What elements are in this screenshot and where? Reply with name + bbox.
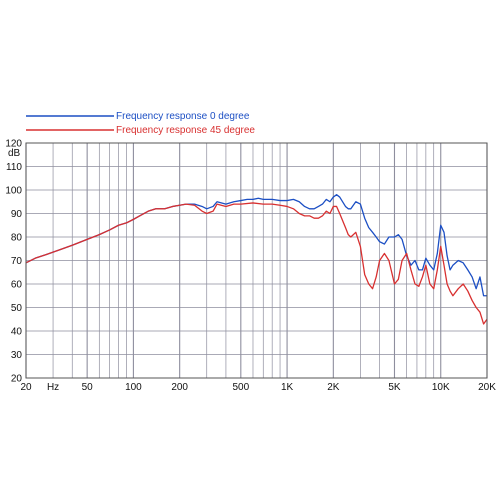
series-line-0-degree bbox=[25, 194, 487, 297]
y-tick-label: 90 bbox=[11, 209, 23, 220]
x-tick-label: 2K bbox=[327, 382, 340, 393]
series-line-45-degree bbox=[25, 202, 488, 325]
x-tick-label: 5K bbox=[388, 382, 401, 393]
plot-frame bbox=[25, 142, 488, 379]
grid bbox=[25, 142, 488, 379]
x-tick-labels: 20 Hz 50 100 200 500 1K 2K 5K 10K 20K bbox=[20, 382, 496, 393]
y-tick-label: 120 bbox=[5, 139, 22, 150]
x-tick-label: 20 bbox=[20, 382, 32, 393]
y-tick-label: 100 bbox=[5, 186, 22, 197]
y-tick-label: 110 bbox=[6, 162, 22, 173]
y-tick-label: 80 bbox=[11, 233, 23, 244]
y-tick-label: 60 bbox=[11, 280, 23, 291]
x-tick-label: 100 bbox=[125, 382, 142, 393]
y-axis-unit-label: dB bbox=[8, 148, 21, 159]
x-tick-label: 20K bbox=[478, 382, 496, 393]
x-tick-label: 1K bbox=[281, 382, 294, 393]
x-tick-label: 500 bbox=[232, 382, 249, 393]
y-tick-labels: 20 30 40 50 60 70 80 90 100 110 120 bbox=[5, 139, 22, 385]
legend-label-0-degree: Frequency response 0 degree bbox=[116, 111, 250, 122]
legend-label-45-degree: Frequency response 45 degree bbox=[116, 125, 255, 136]
y-tick-label: 30 bbox=[11, 350, 23, 361]
y-tick-label: 40 bbox=[11, 327, 23, 338]
x-tick-label: 10K bbox=[432, 382, 450, 393]
curves bbox=[25, 194, 488, 325]
y-tick-label: 50 bbox=[11, 303, 23, 314]
x-tick-label: 200 bbox=[171, 382, 188, 393]
x-tick-label: 50 bbox=[82, 382, 94, 393]
x-tick-label: Hz bbox=[47, 382, 59, 393]
y-tick-label: 70 bbox=[11, 256, 23, 267]
legend: Frequency response 0 degree Frequency re… bbox=[26, 111, 255, 136]
y-tick-label: 20 bbox=[11, 374, 23, 385]
